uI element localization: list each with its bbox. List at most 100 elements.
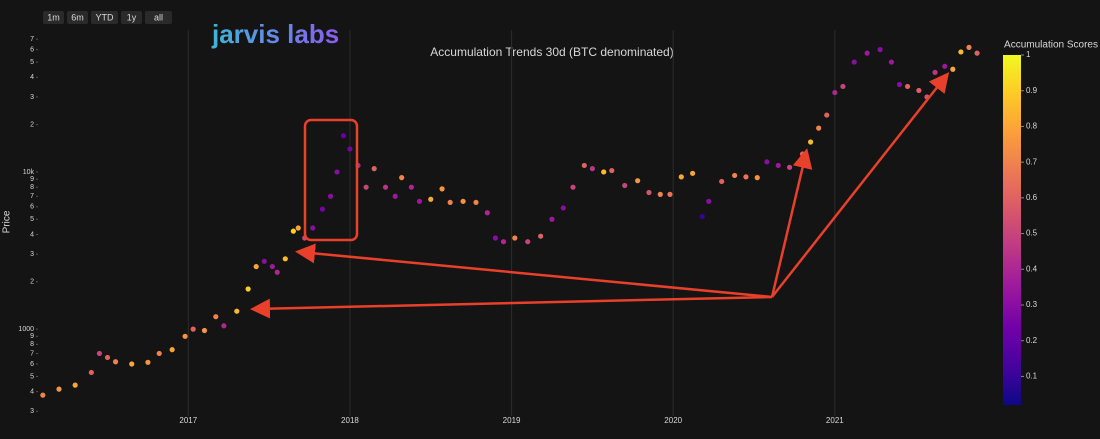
y-tick-label: 6	[30, 361, 34, 368]
data-point	[182, 333, 188, 339]
x-tick-label: 2018	[341, 416, 359, 425]
y-tick-label: 3	[30, 251, 34, 258]
data-point	[816, 125, 822, 131]
data-point	[678, 174, 684, 180]
data-point	[439, 186, 445, 192]
data-point	[635, 178, 641, 184]
button-bg[interactable]	[121, 11, 142, 24]
data-point	[363, 184, 369, 190]
data-point	[234, 308, 240, 314]
button-label[interactable]: 6m	[71, 12, 84, 22]
arrow	[771, 72, 950, 298]
data-point	[932, 69, 938, 75]
data-point	[646, 189, 652, 196]
data-point	[732, 172, 738, 179]
data-point	[269, 263, 275, 270]
button-bg[interactable]	[145, 11, 172, 24]
data-point	[888, 59, 895, 65]
data-point	[382, 184, 389, 190]
y-tick-label: 10k	[23, 169, 35, 176]
data-point	[347, 146, 353, 152]
data-point	[824, 112, 830, 118]
data-point	[221, 323, 227, 329]
data-point	[754, 175, 760, 181]
data-point	[570, 184, 576, 190]
colorbar	[1003, 55, 1021, 405]
y-tick-label: 5	[30, 59, 34, 66]
data-point	[460, 198, 466, 204]
y-tick-label: 6	[30, 46, 34, 53]
data-point	[775, 162, 781, 169]
data-point	[538, 233, 544, 239]
x-tick-label: 2017	[179, 416, 197, 425]
data-point	[282, 256, 288, 262]
data-point	[112, 359, 119, 365]
data-point	[408, 184, 414, 190]
colorbar-tick-label: 0.4	[1026, 264, 1038, 273]
data-point	[399, 175, 405, 181]
data-point	[492, 235, 499, 241]
colorbar-tick-label: 0.1	[1026, 372, 1038, 381]
data-point	[549, 216, 555, 222]
colorbar-tick-label: 0.2	[1026, 336, 1038, 345]
colorbar-tick-label: 0.9	[1026, 86, 1038, 95]
colorbar-tick-label: 0.3	[1026, 300, 1038, 309]
y-tick-label: 4	[30, 231, 34, 238]
x-tick-label: 2019	[503, 416, 521, 425]
range-button[interactable]: 1y	[121, 11, 142, 24]
range-button[interactable]: 1m	[43, 11, 64, 24]
y-tick-label: 8	[30, 341, 34, 348]
data-point	[104, 354, 111, 361]
logo: jarvis labs	[211, 19, 339, 49]
data-point	[589, 166, 595, 172]
data-point	[340, 133, 347, 139]
data-point	[428, 196, 434, 202]
x-tick-label: 2021	[826, 416, 844, 425]
range-button[interactable]: 6m	[67, 11, 88, 24]
data-point	[525, 239, 531, 245]
button-label[interactable]: all	[154, 12, 163, 22]
button-bg[interactable]	[91, 11, 118, 24]
range-button[interactable]: all	[145, 11, 172, 24]
y-tick-label: 4	[30, 74, 34, 81]
colorbar-tick-label: 0.7	[1026, 157, 1038, 166]
data-point	[72, 382, 78, 388]
arrow	[250, 295, 773, 319]
button-label[interactable]: 1y	[127, 12, 137, 22]
data-point	[169, 347, 175, 353]
button-bg[interactable]	[43, 11, 64, 24]
data-point	[622, 182, 628, 189]
data-point	[56, 386, 62, 392]
data-point	[974, 50, 980, 56]
data-point	[877, 47, 883, 53]
x-tick-label: 2020	[664, 416, 682, 425]
data-point	[156, 350, 162, 357]
button-label[interactable]: YTD	[96, 12, 115, 22]
data-point	[896, 81, 903, 88]
range-button[interactable]: YTD	[91, 11, 118, 24]
data-point	[851, 59, 857, 65]
data-point	[290, 228, 296, 234]
colorbar-tick-label: 1	[1026, 50, 1031, 59]
button-label[interactable]: 1m	[47, 12, 60, 22]
data-point	[261, 258, 267, 264]
y-tick-label: 5	[30, 373, 34, 380]
y-tick-label: 8	[30, 184, 34, 191]
button-bg[interactable]	[67, 11, 88, 24]
data-point	[88, 369, 94, 376]
colorbar-tick-label: 0.5	[1026, 229, 1038, 238]
y-tick-label: 9	[30, 176, 34, 183]
data-point	[371, 166, 377, 172]
data-point	[807, 139, 814, 145]
data-point	[657, 191, 663, 197]
data-point	[667, 191, 673, 197]
data-point	[706, 198, 712, 204]
data-point	[601, 169, 607, 175]
data-point	[416, 198, 423, 204]
data-point	[274, 269, 280, 275]
data-point	[743, 174, 749, 180]
data-point	[699, 213, 705, 220]
y-tick-label: 5	[30, 216, 34, 223]
y-axis-title: Price	[2, 210, 13, 233]
y-tick-label: 7	[30, 193, 34, 200]
